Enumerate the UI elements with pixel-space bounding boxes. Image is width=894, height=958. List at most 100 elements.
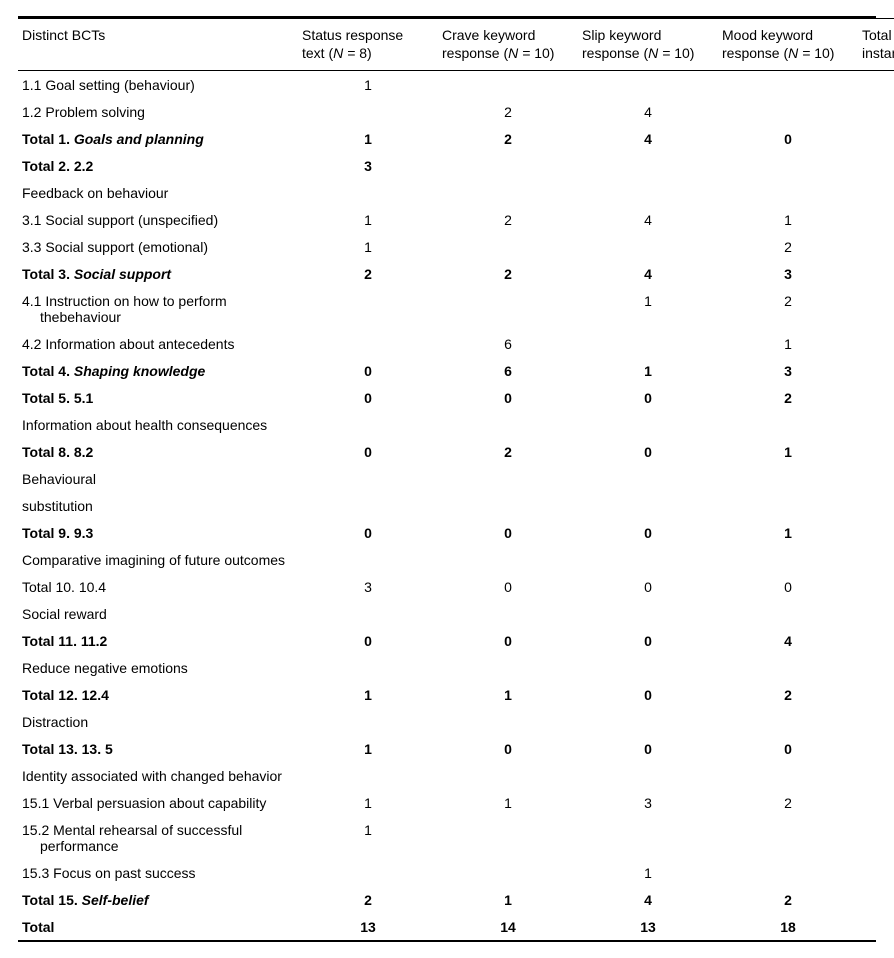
cell [578, 762, 718, 789]
cell: 1 [578, 859, 718, 886]
cell [438, 492, 578, 519]
cell: 0 [578, 438, 718, 465]
cell: 2 [438, 206, 578, 233]
table-row: 15.2 Mental rehearsal of successfulperfo… [18, 816, 894, 859]
table-row: Total 10. 10.430003 [18, 573, 894, 600]
total-cell: 1 [858, 859, 894, 886]
table-row: Feedback on behaviour [18, 179, 894, 206]
cell: 2 [438, 438, 578, 465]
cell [298, 179, 438, 206]
row-label: 15.3 Focus on past success [18, 859, 298, 886]
header-col1: Status response text (N = 8) [298, 19, 438, 71]
table-row: Total1314131858 [18, 913, 894, 940]
total-cell [858, 465, 894, 492]
cell: 1 [298, 125, 438, 152]
total-cell: 3 [858, 573, 894, 600]
cell [578, 179, 718, 206]
total-cell: 9 [858, 886, 894, 913]
cell [578, 546, 718, 573]
row-label: Distraction [18, 708, 298, 735]
cell: 1 [578, 357, 718, 384]
total-cell: 7 [858, 330, 894, 357]
cell: 0 [298, 519, 438, 546]
cell: 1 [298, 735, 438, 762]
h3l1: Slip keyword [582, 27, 661, 43]
cell [298, 708, 438, 735]
cell [578, 600, 718, 627]
cell [578, 152, 718, 179]
cell: 1 [438, 886, 578, 913]
row-label: substitution [18, 492, 298, 519]
cell: 4 [578, 125, 718, 152]
row-label: Identity associated with changed behavio… [18, 762, 298, 789]
table-row: 3.1 Social support (unspecified)12418 [18, 206, 894, 233]
total-cell: 8 [858, 206, 894, 233]
cell: 2 [438, 260, 578, 287]
cell: 0 [578, 573, 718, 600]
cell [718, 816, 858, 859]
table-row: 15.3 Focus on past success 1 1 [18, 859, 894, 886]
row-label: 3.3 Social support (emotional) [18, 233, 298, 260]
cell: 3 [718, 260, 858, 287]
cell: 2 [718, 384, 858, 411]
table-row: Total 9. 9.300011 [18, 519, 894, 546]
row-label: Feedback on behaviour [18, 179, 298, 206]
cell: 1 [298, 71, 438, 99]
cell [578, 816, 718, 859]
cell [438, 762, 578, 789]
cell [438, 600, 578, 627]
cell: 0 [438, 735, 578, 762]
cell [438, 411, 578, 438]
cell [298, 600, 438, 627]
row-label: Total [18, 913, 298, 940]
cell [298, 98, 438, 125]
table-row: Information about health consequences [18, 411, 894, 438]
total-cell: 3 [858, 438, 894, 465]
cell: 0 [298, 438, 438, 465]
cell: 3 [718, 357, 858, 384]
cell [298, 859, 438, 886]
table-body: 1.1 Goal setting (behaviour)111.2 Proble… [18, 71, 894, 941]
cell: 3 [298, 152, 438, 179]
cell [718, 492, 858, 519]
cell [718, 98, 858, 125]
row-label: 15.1 Verbal persuasion about capability [18, 789, 298, 816]
cell [298, 411, 438, 438]
cell: 14 [438, 913, 578, 940]
row-label: Comparative imagining of future outcomes [18, 546, 298, 573]
cell [718, 546, 858, 573]
table-row: Total 15. Self-belief21429 [18, 886, 894, 913]
total-cell [858, 546, 894, 573]
row-label: 4.2 Information about antecedents [18, 330, 298, 357]
cell [298, 330, 438, 357]
row-label: Total 11. 11.2 [18, 627, 298, 654]
total-cell: 7 [858, 125, 894, 152]
cell [438, 546, 578, 573]
row-label: Total 4. Shaping knowledge [18, 357, 298, 384]
table-row: Total 1. Goals and planning12407 [18, 125, 894, 152]
cell [438, 654, 578, 681]
cell: 18 [718, 913, 858, 940]
cell [438, 816, 578, 859]
table-row: Total 12. 12.411024 [18, 681, 894, 708]
cell [298, 546, 438, 573]
cell: 1 [718, 206, 858, 233]
bct-table: Distinct BCTs Status response text (N = … [18, 18, 894, 940]
cell: 1 [298, 206, 438, 233]
table-row: Total 13. 13. 510001 [18, 735, 894, 762]
cell [438, 287, 578, 330]
table-row: 15.1 Verbal persuasion about capability1… [18, 789, 894, 816]
cell: 0 [578, 681, 718, 708]
cell [438, 859, 578, 886]
cell: 1 [298, 681, 438, 708]
total-cell [858, 179, 894, 206]
row-label: Information about health consequences [18, 411, 298, 438]
cell: 6 [438, 330, 578, 357]
cell: 1 [298, 233, 438, 260]
cell: 2 [438, 125, 578, 152]
total-cell: 3 [858, 287, 894, 330]
cell: 0 [578, 384, 718, 411]
row-label: Total 9. 9.3 [18, 519, 298, 546]
row-label: 4.1 Instruction on how to performthebeha… [18, 287, 298, 330]
row-label: 1.1 Goal setting (behaviour) [18, 71, 298, 99]
